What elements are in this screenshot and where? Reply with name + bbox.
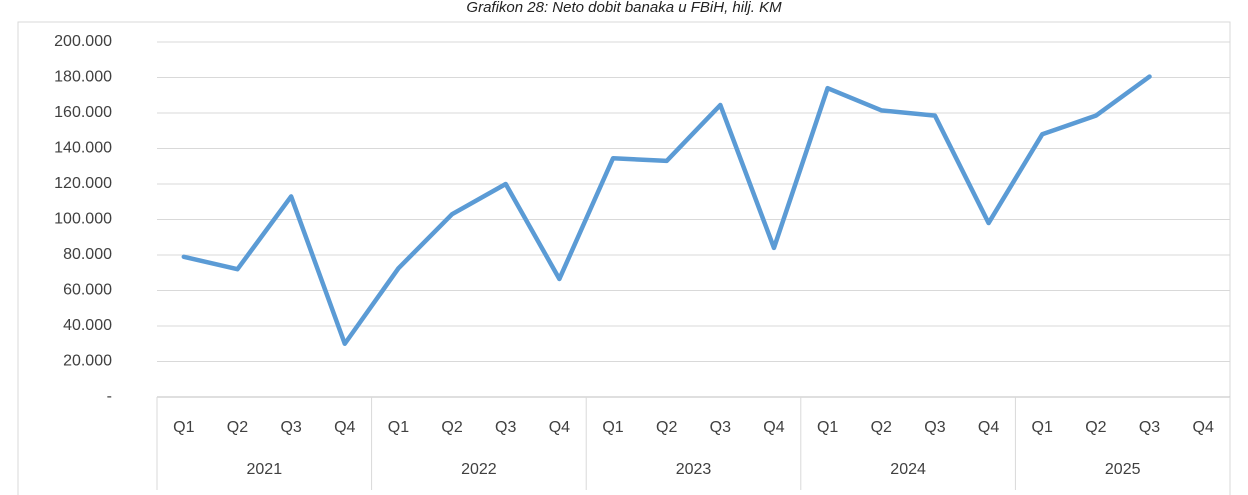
x-tick-label: Q4 [334,419,355,436]
y-tick-label: 20.000 [63,353,112,370]
x-tick-label: Q4 [978,419,999,436]
x-tick-label: Q2 [441,419,462,436]
x-tick-label: Q3 [495,419,516,436]
x-tick-label: Q1 [1032,419,1053,436]
x-group-label: 2021 [247,461,283,478]
x-tick-label: Q3 [710,419,731,436]
y-tick-label: 200.000 [54,33,112,50]
chart-title: Grafikon 28: Neto dobit banaka u FBiH, h… [466,0,782,16]
y-tick-label: 120.000 [54,175,112,192]
x-tick-label: Q2 [227,419,248,436]
x-tick-label: Q3 [1139,419,1160,436]
x-tick-label: Q2 [1085,419,1106,436]
x-tick-label: Q3 [924,419,945,436]
y-tick-label: 180.000 [54,69,112,86]
x-group-label: 2022 [461,461,497,478]
x-tick-label: Q1 [388,419,409,436]
y-tick-label: 140.000 [54,140,112,157]
y-tick-label: - [107,388,112,405]
line-series [181,74,1152,346]
y-tick-label: 60.000 [63,282,112,299]
x-tick-label: Q1 [817,419,838,436]
y-tick-label: 40.000 [63,317,112,334]
x-tick-label: Q4 [1193,419,1214,436]
x-tick-label: Q4 [763,419,784,436]
x-tick-label: Q2 [871,419,892,436]
x-tick-label: Q3 [280,419,301,436]
x-group-label: 2025 [1105,461,1141,478]
y-tick-label: 80.000 [63,246,112,263]
x-tick-label: Q2 [656,419,677,436]
y-tick-label: 160.000 [54,104,112,121]
chart-frame [17,21,1231,495]
x-tick-label: Q4 [549,419,570,436]
x-group-label: 2023 [676,461,712,478]
x-group-label: 2024 [890,461,926,478]
x-tick-label: Q1 [602,419,623,436]
y-tick-label: 100.000 [54,211,112,228]
x-tick-label: Q1 [173,419,194,436]
